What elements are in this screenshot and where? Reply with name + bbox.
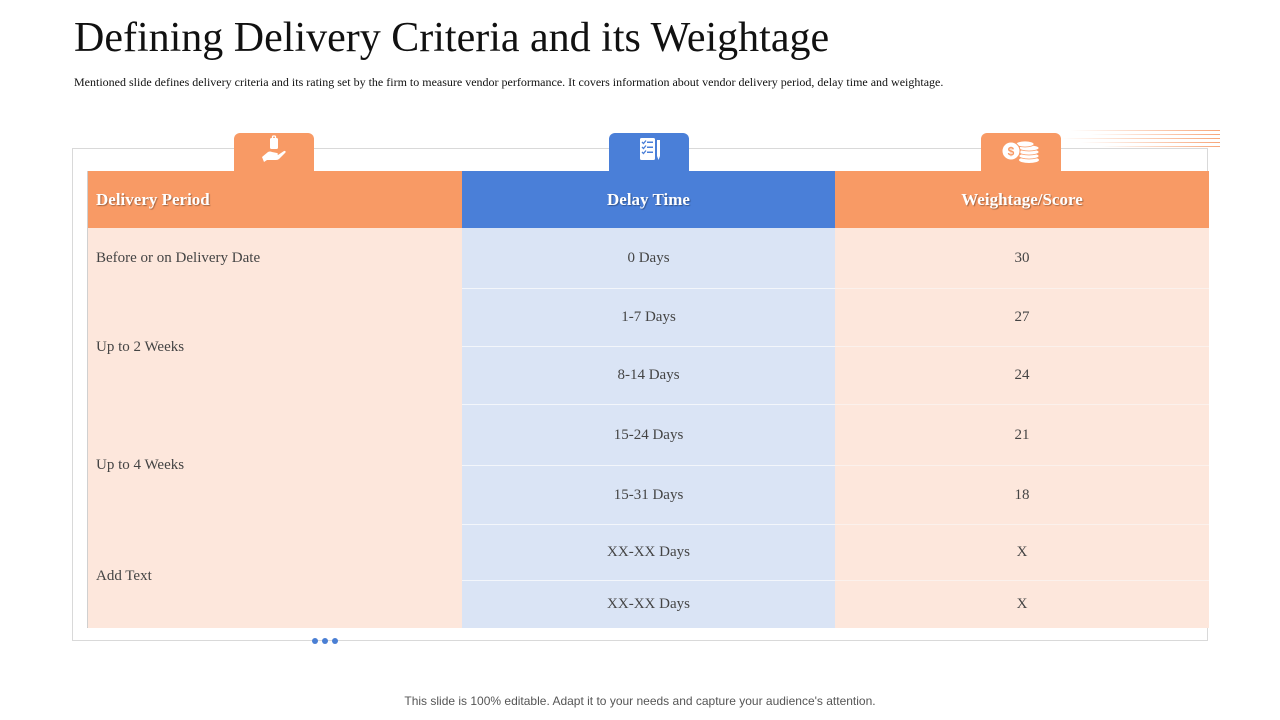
- score-cell: 18: [835, 466, 1209, 525]
- period-cell: Up to 2 Weeks: [88, 289, 462, 405]
- delay-cell: 8-14 Days: [462, 347, 835, 405]
- delay-time-icon-tab: [609, 133, 689, 176]
- delay-cell: XX-XX Days: [462, 581, 835, 628]
- delay-cell: 1-7 Days: [462, 289, 835, 347]
- header-weightage-score: Weightage/Score: [835, 171, 1209, 228]
- decorative-lines: [1060, 128, 1220, 150]
- delay-cell: 15-24 Days: [462, 405, 835, 466]
- hand-holding-bag-icon: [259, 134, 289, 170]
- score-cell: 27: [835, 289, 1209, 347]
- slide-subtitle: Mentioned slide defines delivery criteri…: [74, 75, 944, 89]
- slide-title: Defining Delivery Criteria and its Weigh…: [74, 15, 830, 61]
- header-delay-time: Delay Time: [462, 171, 835, 228]
- header-delivery-period: Delivery Period: [88, 171, 462, 228]
- delay-cell: 0 Days: [462, 228, 835, 289]
- delay-cell: XX-XX Days: [462, 525, 835, 581]
- score-cell: X: [835, 581, 1209, 628]
- period-cell: Add Text: [88, 525, 462, 628]
- period-cell: Up to 4 Weeks: [88, 405, 462, 525]
- period-cell: Before or on Delivery Date: [88, 228, 462, 289]
- checklist-icon: [634, 135, 664, 170]
- svg-text:$: $: [1008, 144, 1015, 158]
- score-cell: 30: [835, 228, 1209, 289]
- decorative-dots: [312, 638, 338, 644]
- score-cell: 21: [835, 405, 1209, 466]
- score-cell: X: [835, 525, 1209, 581]
- delivery-period-icon-tab: [234, 133, 314, 176]
- score-cell: 24: [835, 347, 1209, 405]
- slide-footer: This slide is 100% editable. Adapt it to…: [404, 694, 876, 708]
- delay-cell: 15-31 Days: [462, 466, 835, 525]
- coins-dollar-icon: $: [999, 135, 1043, 170]
- weightage-icon-tab: $: [981, 133, 1061, 176]
- delivery-criteria-table: Delivery Period Delay Time Weightage/Sco…: [87, 171, 1209, 628]
